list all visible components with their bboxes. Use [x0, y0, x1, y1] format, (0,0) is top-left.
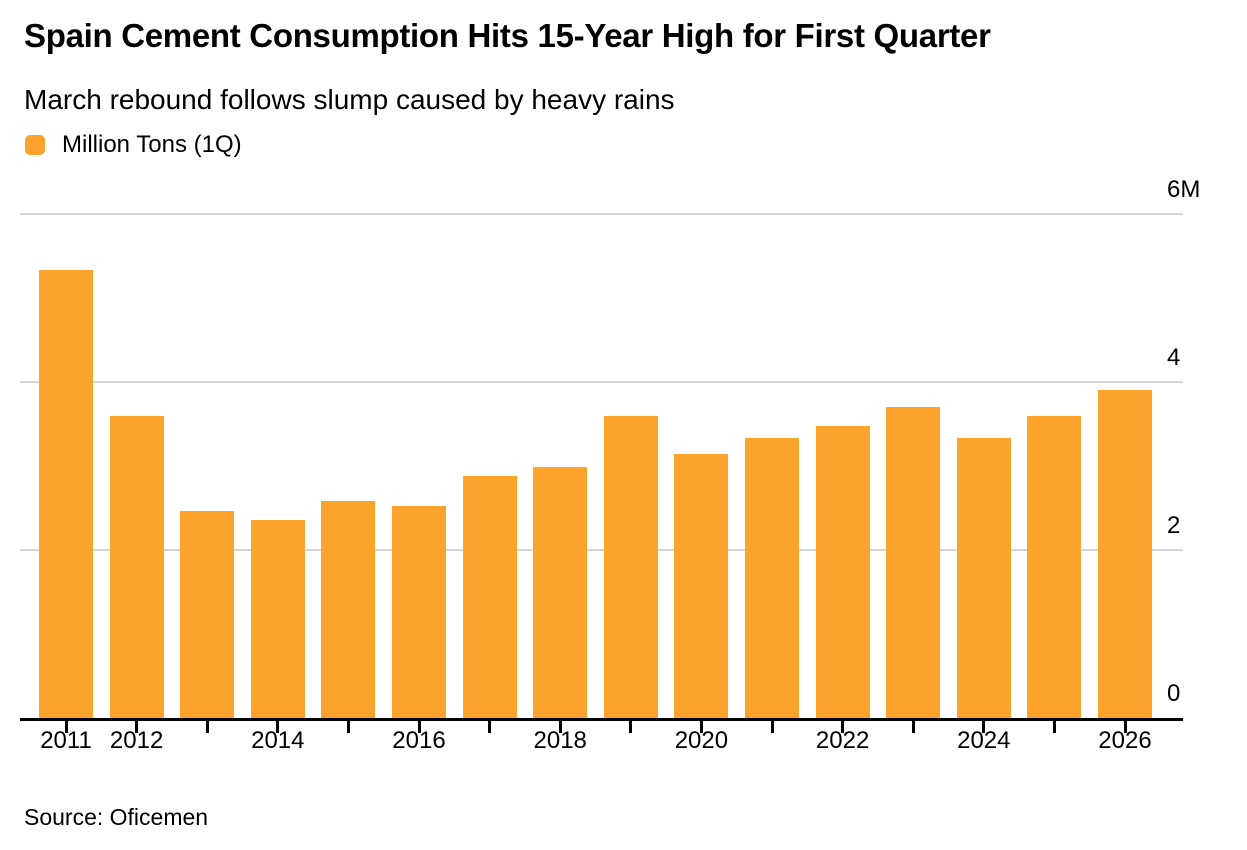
- gridline: [20, 213, 1183, 215]
- bar: [321, 501, 375, 718]
- x-tick: [276, 721, 279, 733]
- bar: [745, 438, 799, 718]
- bar: [180, 511, 234, 718]
- x-tick: [771, 721, 774, 733]
- bar: [604, 416, 658, 718]
- x-tick: [629, 721, 632, 733]
- y-axis-label: 0: [1167, 680, 1181, 707]
- x-tick: [206, 721, 209, 733]
- gridline: [20, 549, 1183, 551]
- x-tick: [65, 721, 68, 733]
- gridline: [20, 381, 1183, 383]
- bar: [957, 438, 1011, 718]
- x-tick: [135, 721, 138, 733]
- chart-title: Spain Cement Consumption Hits 15-Year Hi…: [24, 17, 991, 54]
- x-tick: [418, 721, 421, 733]
- bar: [463, 476, 517, 718]
- legend-label: Million Tons (1Q): [62, 131, 242, 158]
- x-tick: [700, 721, 703, 733]
- bar: [674, 454, 728, 718]
- bar: [1027, 416, 1081, 718]
- bar: [1098, 390, 1152, 718]
- bar: [886, 407, 940, 718]
- bar: [533, 467, 587, 718]
- x-tick: [1053, 721, 1056, 733]
- x-tick: [982, 721, 985, 733]
- y-axis-label: 6M: [1167, 176, 1201, 203]
- x-tick: [488, 721, 491, 733]
- legend-swatch-icon: [25, 135, 45, 155]
- x-tick: [1124, 721, 1127, 733]
- bar: [251, 520, 305, 718]
- bar: [392, 506, 446, 718]
- legend: Million Tons (1Q): [25, 131, 242, 158]
- y-axis-label: 2: [1167, 512, 1181, 539]
- bar: [39, 270, 93, 718]
- bar: [816, 426, 870, 718]
- x-tick: [912, 721, 915, 733]
- chart-subtitle: March rebound follows slump caused by he…: [24, 84, 675, 115]
- x-tick: [347, 721, 350, 733]
- y-axis-label: 4: [1167, 344, 1181, 371]
- x-tick: [559, 721, 562, 733]
- x-tick: [841, 721, 844, 733]
- x-axis-line: [20, 718, 1183, 721]
- source-note: Source: Oficemen: [24, 804, 209, 830]
- bar: [110, 416, 164, 718]
